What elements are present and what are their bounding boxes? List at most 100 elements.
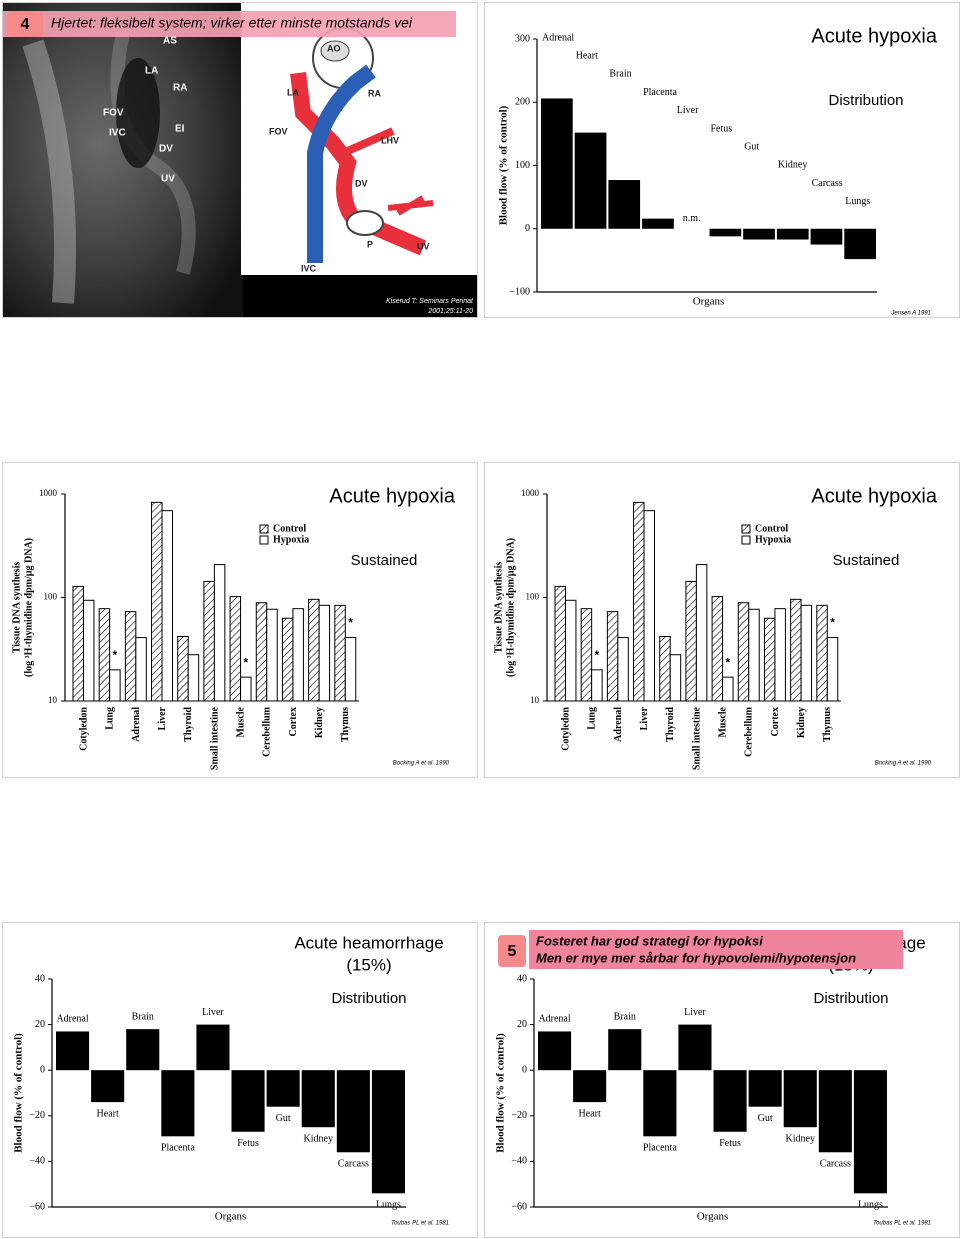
bar	[334, 604, 346, 702]
citation: Toubas PL et al. 1981	[391, 1221, 449, 1227]
bar	[608, 180, 641, 229]
bar	[135, 637, 147, 702]
category-label: Adrenal	[542, 32, 574, 43]
bar	[685, 580, 697, 702]
bar	[748, 608, 760, 702]
bar	[743, 228, 775, 240]
annotation: *	[830, 616, 835, 630]
y-tick-label: 100	[515, 160, 530, 171]
bar	[336, 1070, 370, 1153]
bar	[816, 604, 828, 702]
category-label: Cotyledon	[78, 707, 89, 751]
diagram-red-flow	[387, 195, 434, 216]
bar	[643, 510, 655, 702]
y-axis-label: Blood flow (% of control)	[13, 1033, 25, 1153]
chart: Acute heamorrhage (15%) Distribution Toubas…	[13, 933, 449, 1227]
x-axis-label: Organs	[697, 1211, 729, 1223]
bar	[91, 1070, 125, 1103]
category-label: Lungs	[845, 196, 870, 207]
category-label: Adrenal	[131, 707, 142, 742]
y-tick-label: 1000	[39, 488, 58, 498]
bar	[709, 228, 742, 237]
category-label: Carcass	[820, 1159, 851, 1170]
category-label: Lungs	[376, 1200, 401, 1211]
category-label: Heart	[576, 50, 598, 61]
legend-swatch	[741, 524, 751, 534]
category-label: Cortex	[288, 707, 299, 736]
annotation: *	[348, 616, 353, 630]
bar	[266, 608, 278, 702]
bar	[826, 637, 839, 702]
category-label: Liver	[202, 1007, 224, 1018]
label: IVC	[301, 263, 317, 273]
category-label: Thyroid	[665, 707, 676, 742]
category-label: Lungs	[858, 1200, 883, 1211]
y-tick-label: −100	[509, 286, 530, 297]
ultrasound-dark-region	[116, 58, 160, 168]
slide-number: 4	[21, 16, 30, 33]
legend-label: Control	[755, 523, 788, 534]
category-label: Brain	[614, 1011, 636, 1022]
bar	[292, 608, 304, 702]
bar	[308, 598, 320, 702]
bar	[240, 676, 252, 702]
bar	[737, 602, 750, 702]
diagram-blue-flow	[307, 64, 376, 263]
label: FOV	[269, 126, 288, 136]
bar	[810, 228, 843, 245]
citation: 2001;25:11-20	[427, 308, 473, 315]
chart-title: Acute hypoxia	[329, 485, 456, 507]
category-label: Liver	[157, 706, 168, 730]
label: AS	[163, 36, 177, 47]
bar	[541, 98, 573, 229]
bar	[580, 608, 593, 702]
y-tick-label: −20	[511, 1110, 527, 1121]
bar	[643, 1070, 677, 1137]
y-tick-label: −60	[511, 1201, 527, 1212]
bar	[617, 637, 629, 702]
slide-number-badge	[7, 11, 43, 37]
chart-subtitle: Sustained	[833, 552, 900, 569]
bar	[72, 585, 84, 702]
bar	[196, 1024, 230, 1071]
y-tick-label: 40	[517, 973, 527, 984]
y-tick-label: −60	[29, 1201, 45, 1212]
ultrasound-image	[3, 3, 243, 317]
bar	[213, 564, 226, 702]
bar	[56, 1031, 90, 1071]
bar	[633, 501, 645, 702]
slide: Acute heamorrhage(15%)DistributionToubas…	[484, 922, 960, 1238]
annotation: *	[595, 648, 600, 662]
y-axis-label: (log ³H-thymidine dpm/µg DNA)	[23, 538, 34, 677]
annotation: n.m.	[683, 213, 701, 224]
bar	[574, 132, 607, 229]
slide-number: 5	[508, 943, 517, 960]
label: RA	[173, 83, 187, 94]
bar	[591, 669, 603, 702]
category-label: Cotyledon	[560, 707, 571, 751]
label: DV	[159, 144, 173, 155]
bar	[538, 1031, 572, 1071]
bar	[853, 1070, 887, 1194]
category-label: Gut	[758, 1113, 773, 1124]
overlay-text: Fosteret har god strategi for hypoksi	[536, 933, 763, 948]
slide: Acute hypoxia Sustained Bocking A et al. 1…	[484, 462, 960, 778]
y-tick-label: −40	[29, 1156, 45, 1167]
category-label: Brain	[132, 1011, 154, 1022]
bar	[713, 1070, 747, 1132]
chart: Acute hypoxia Sustained Bocking A et al. 1…	[493, 485, 938, 770]
legend-label: Control	[273, 523, 306, 534]
y-tick-label: 0	[40, 1064, 45, 1075]
annotation: *	[725, 655, 730, 669]
chart-title: Acute heamorrhage	[294, 933, 443, 952]
category-label: Gut	[276, 1113, 291, 1124]
bar	[151, 501, 163, 702]
category-label: Adrenal	[613, 707, 624, 742]
y-tick-label: 0	[525, 223, 530, 234]
y-tick-label: 100	[526, 592, 540, 602]
y-axis-label: Tissue DNA synthesis	[493, 562, 504, 654]
category-label: Lung	[587, 707, 598, 730]
diagram-portal	[346, 210, 384, 236]
category-label: Gut	[744, 141, 759, 152]
